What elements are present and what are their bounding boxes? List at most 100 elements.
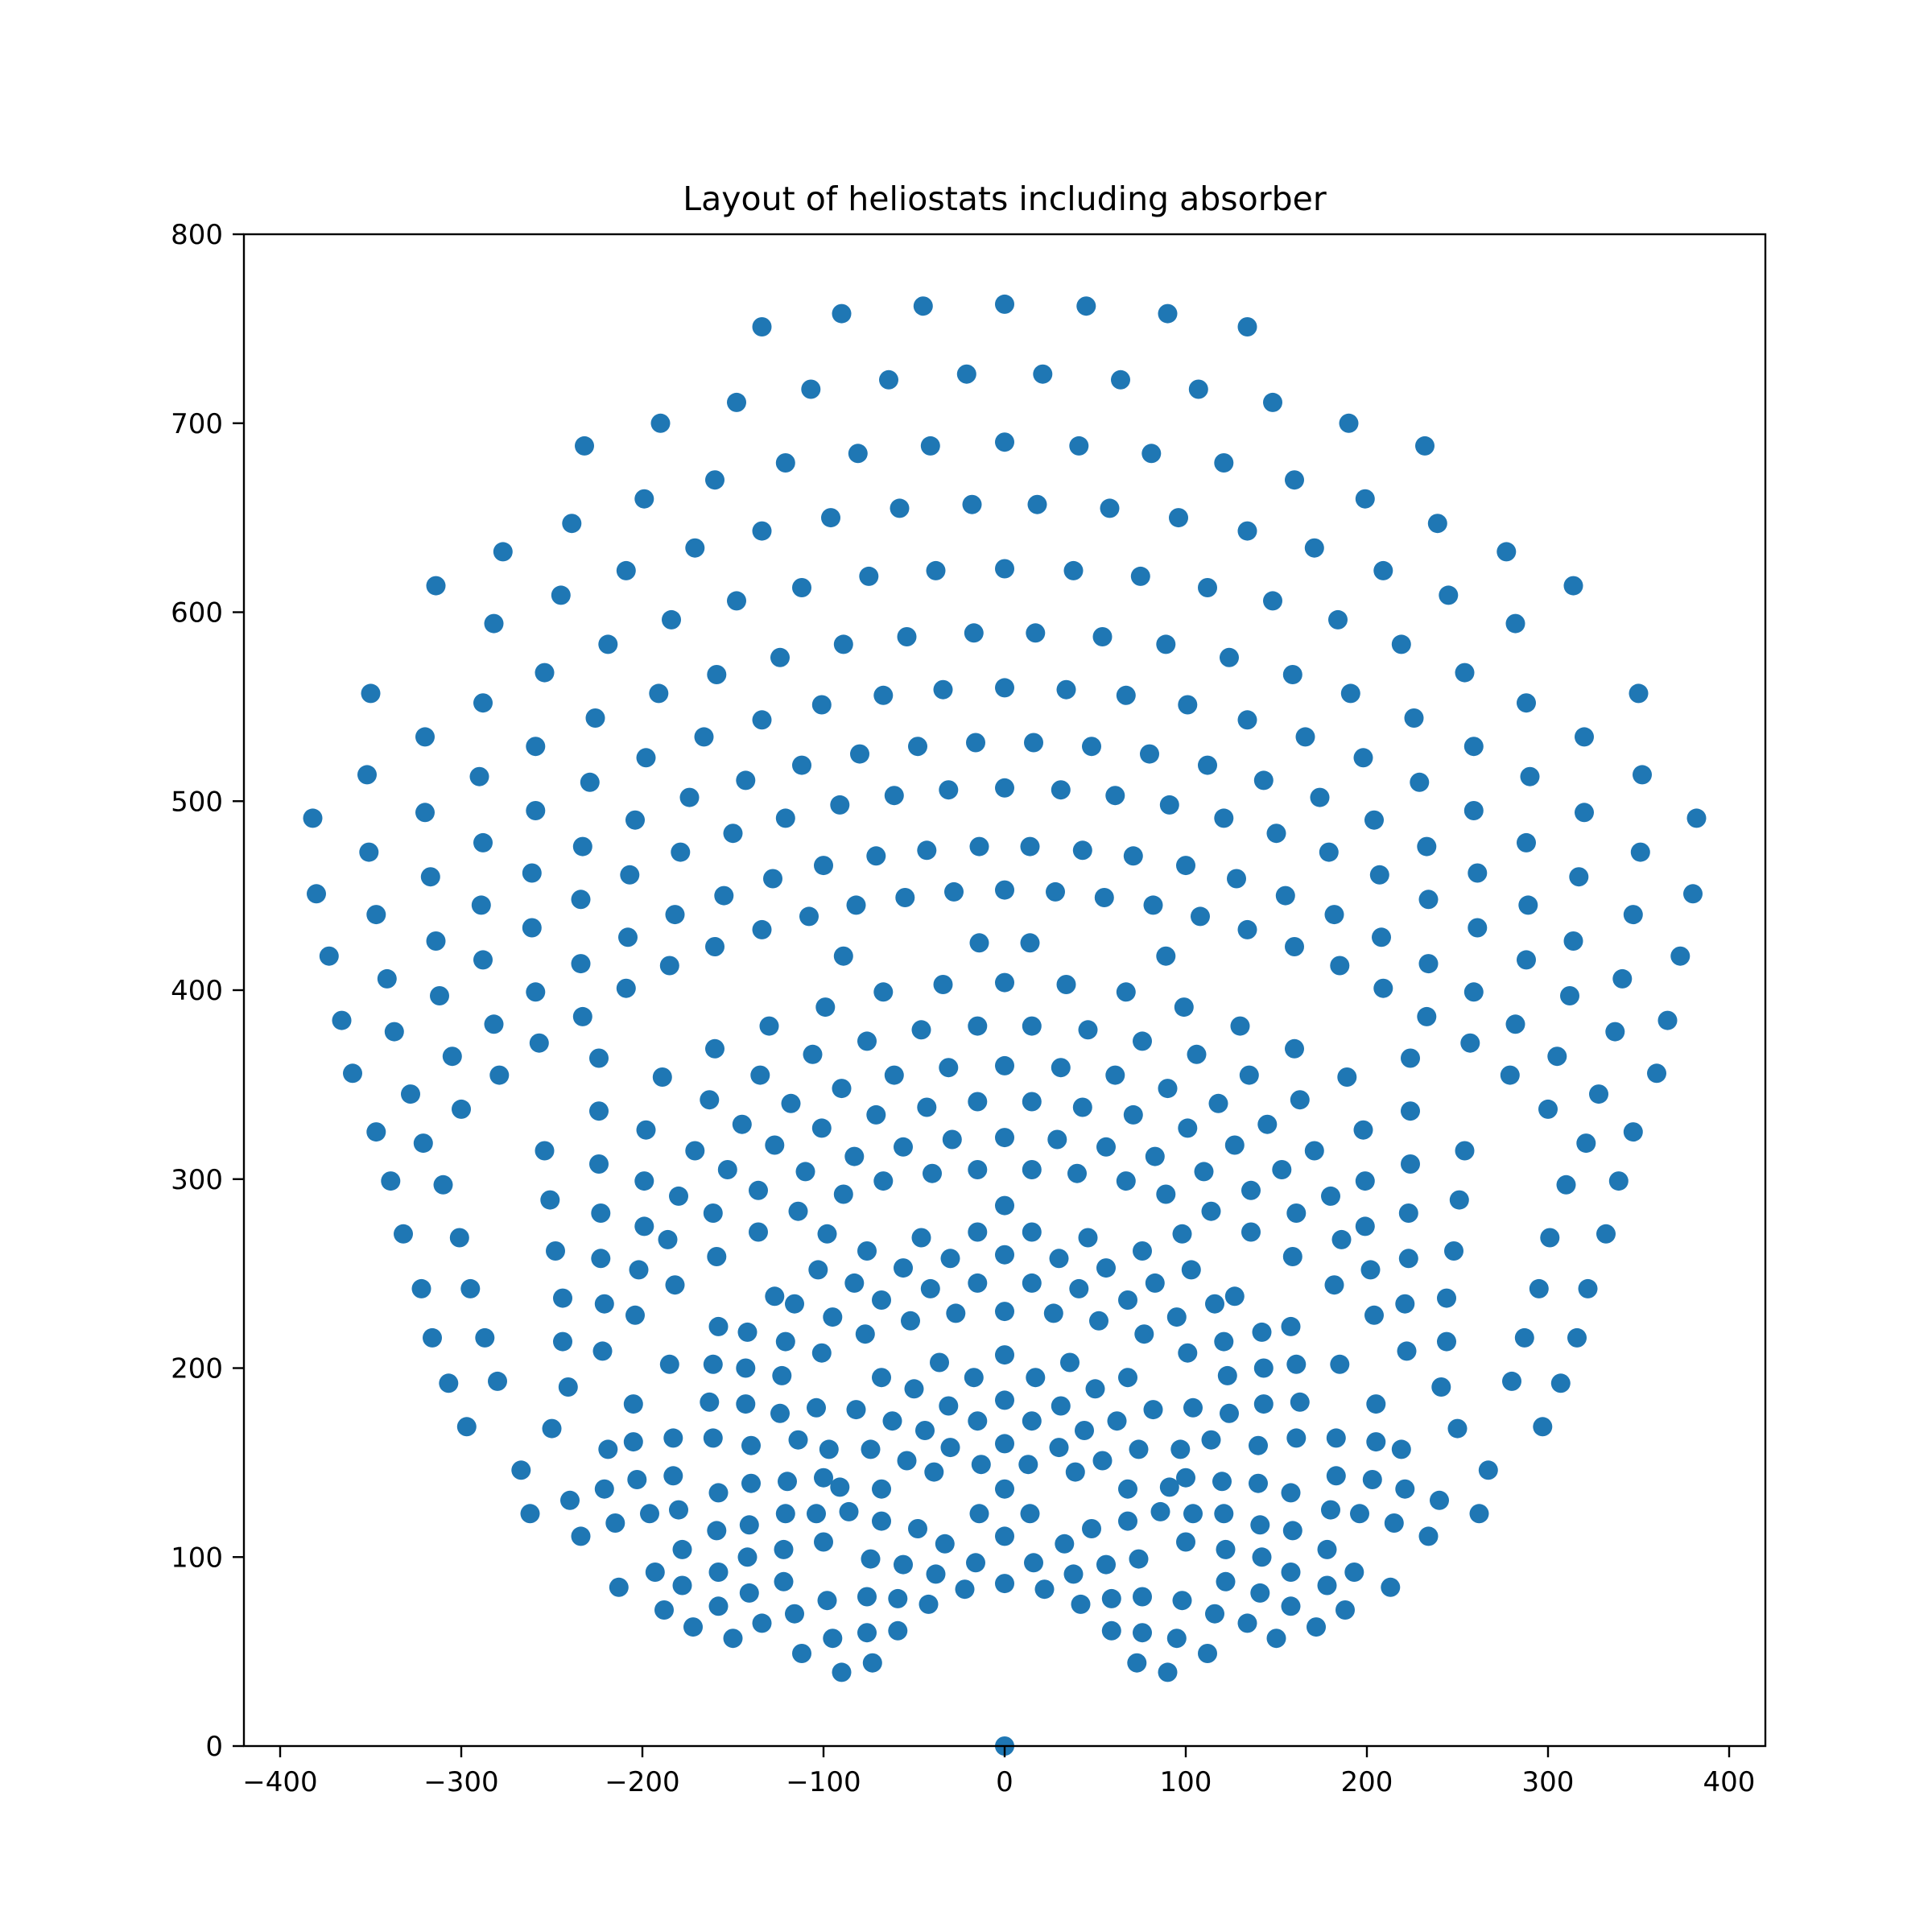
heliostat-point (1198, 1644, 1217, 1663)
heliostat-point (1198, 755, 1217, 775)
heliostat-point (803, 1044, 823, 1064)
heliostat-point (1285, 470, 1304, 490)
heliostat-point (1505, 1014, 1525, 1034)
heliostat-point (1505, 613, 1525, 634)
x-tick-label: 0 (996, 1766, 1013, 1798)
heliostat-point (1143, 1400, 1163, 1420)
heliostat-point (1612, 968, 1633, 989)
heliostat-point (1156, 946, 1176, 966)
heliostat-point (846, 895, 866, 915)
heliostat-point (737, 1547, 758, 1567)
heliostat-point (589, 1101, 609, 1121)
heliostat-point (770, 647, 790, 667)
y-tick-label: 100 (171, 1542, 223, 1574)
heliostat-point (1576, 1133, 1596, 1154)
heliostat-point (535, 663, 555, 683)
heliostat-point (1496, 542, 1517, 562)
heliostat-point (366, 1122, 386, 1142)
heliostat-point (872, 1511, 891, 1531)
heliostat-point (1022, 1160, 1042, 1179)
heliostat-point (1150, 1501, 1170, 1521)
heliostat-point (708, 1596, 729, 1616)
heliostat-point (1398, 1249, 1418, 1269)
heliostat-point (807, 1504, 826, 1524)
heliostat-point (1266, 1629, 1286, 1649)
heliostat-point (1324, 905, 1344, 925)
heliostat-point (1214, 453, 1234, 473)
heliostat-point (1252, 1547, 1272, 1567)
heliostat-point (995, 880, 1014, 900)
heliostat-point (1096, 1258, 1116, 1278)
heliostat-point (1415, 436, 1435, 456)
heliostat-point (749, 1180, 768, 1200)
heliostat-point (919, 1594, 939, 1614)
heliostat-point (1049, 1249, 1069, 1269)
heliostat-point (1281, 1316, 1301, 1336)
heliostat-point (442, 1046, 462, 1067)
heliostat-point (575, 436, 594, 456)
heliostat-point (1350, 1504, 1369, 1524)
heliostat-point (778, 1472, 797, 1492)
heliostat-point (1502, 1371, 1521, 1391)
heliostat-point (1286, 1354, 1307, 1374)
heliostat-point (1282, 1247, 1302, 1266)
heliostat-point (1307, 1617, 1326, 1637)
heliostat-point (819, 1439, 839, 1459)
heliostat-point (1024, 733, 1043, 753)
heliostat-point (609, 1577, 629, 1597)
heliostat-point (1145, 1273, 1165, 1293)
heliostat-point (616, 978, 636, 998)
heliostat-point (1105, 1065, 1125, 1085)
heliostat-point (401, 1084, 420, 1104)
heliostat-point (995, 1302, 1014, 1322)
heliostat-point (1237, 919, 1257, 939)
heliostat-point (1085, 1379, 1105, 1399)
heliostat-point (830, 1477, 850, 1497)
heliostat-point (589, 1154, 609, 1174)
heliostat-point (572, 1006, 592, 1026)
heliostat-point (426, 576, 446, 596)
heliostat-point (1133, 1031, 1152, 1051)
heliostat-point (591, 1203, 611, 1223)
heliostat-point (1418, 890, 1439, 910)
heliostat-point (1437, 1331, 1456, 1352)
heliostat-point (659, 1354, 679, 1374)
heliostat-point (1285, 937, 1304, 956)
heliostat-point (817, 1591, 837, 1611)
heliostat-point (1253, 1358, 1274, 1378)
y-tick-label: 700 (171, 408, 223, 440)
heliostat-point (1224, 1135, 1245, 1155)
heliostat-point (939, 1058, 959, 1078)
heliostat-point (415, 803, 435, 823)
heliostat-point (1217, 1365, 1237, 1385)
heliostat-point (707, 1521, 727, 1541)
heliostat-point (381, 1171, 401, 1191)
heliostat-point (969, 836, 989, 857)
x-axis: −400 −300 −200 −100 0 100 200 300 400 (242, 1746, 1755, 1798)
heliostat-point (542, 1418, 562, 1439)
heliostat-point (857, 1587, 877, 1607)
heliostat-point (884, 1065, 904, 1085)
heliostat-point (620, 865, 640, 885)
heliostat-point (1623, 905, 1643, 925)
heliostat-point (894, 1554, 913, 1575)
heliostat-point (1118, 1290, 1137, 1310)
heliostat-point (913, 296, 933, 316)
heliostat-point (1116, 1171, 1136, 1191)
heliostat-point (1156, 1184, 1176, 1204)
heliostat-point (908, 1519, 927, 1538)
heliostat-point (1158, 1662, 1178, 1682)
points-layer (303, 294, 1707, 1756)
heliostat-point (1275, 886, 1295, 906)
heliostat-point (1191, 906, 1210, 927)
heliostat-point (1118, 1511, 1137, 1531)
heliostat-point (1183, 1397, 1203, 1418)
heliostat-point (966, 733, 985, 753)
heliostat-point (714, 886, 734, 906)
heliostat-point (1133, 1587, 1152, 1607)
heliostat-point (1063, 560, 1084, 580)
x-tick-label: 300 (1522, 1766, 1575, 1798)
x-tick-label: 200 (1341, 1766, 1393, 1798)
heliostat-point (535, 1141, 555, 1161)
heliostat-point (859, 566, 879, 586)
